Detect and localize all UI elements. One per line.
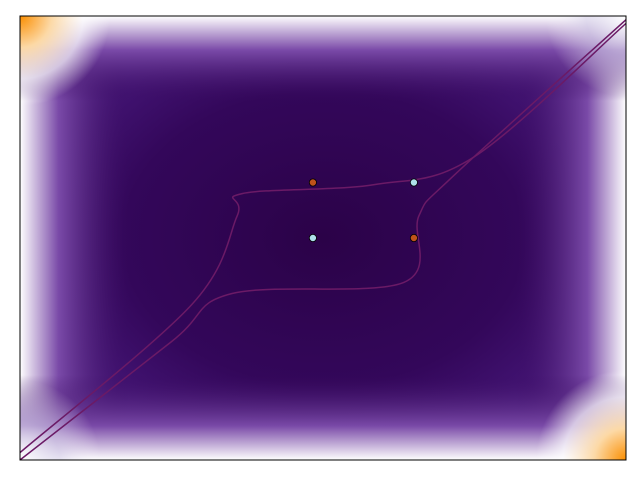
contour-line-2 — [20, 22, 626, 454]
plot-frame — [19, 15, 627, 461]
contour-line-1 — [20, 19, 626, 460]
heatmap-field — [20, 16, 626, 460]
data-point-2 — [409, 178, 418, 187]
data-point-1 — [308, 178, 317, 187]
data-point-4 — [409, 233, 418, 242]
data-point-3 — [308, 233, 317, 242]
contour-lines — [20, 19, 626, 460]
scatter-points — [308, 178, 418, 242]
